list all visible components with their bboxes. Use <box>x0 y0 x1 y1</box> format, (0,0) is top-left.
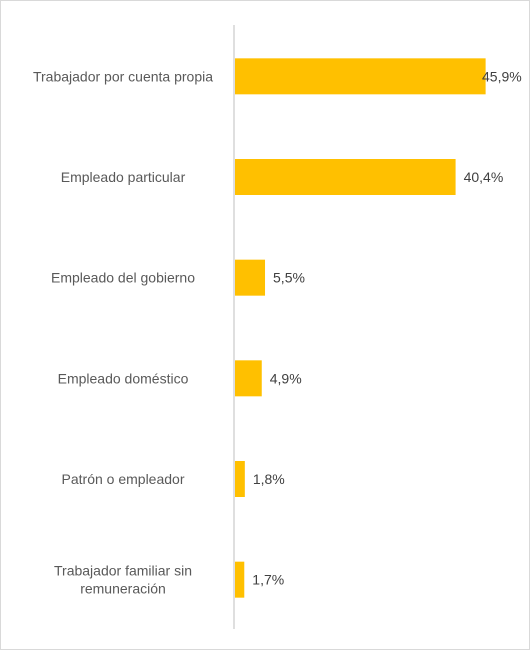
data-label: 5,5% <box>273 270 305 286</box>
category-label-line: Empleado del gobierno <box>51 270 195 286</box>
category-label: Trabajador por cuenta propia <box>33 68 213 84</box>
bar <box>235 259 266 296</box>
category-label: Trabajador familiar sin remuneración <box>54 563 192 597</box>
category-label-line: Trabajador familiar sin <box>54 563 192 579</box>
category-label-line: Patrón o empleador <box>62 471 185 487</box>
bar <box>235 461 245 497</box>
data-label: 40,4% <box>464 169 504 185</box>
category-label-line: remuneración <box>80 581 166 597</box>
category-label: Empleado del gobierno <box>51 270 195 286</box>
data-label: 1,8% <box>253 471 285 487</box>
category-label: Empleado doméstico <box>58 370 189 386</box>
bar <box>235 561 245 598</box>
data-label: 4,9% <box>270 370 302 386</box>
data-label: 45,9% <box>482 68 522 84</box>
bar <box>235 360 262 397</box>
category-label-line: Trabajador por cuenta propia <box>33 68 213 84</box>
category-label-line: Empleado doméstico <box>58 370 189 386</box>
data-label: 1,7% <box>252 572 284 588</box>
bar <box>235 159 456 195</box>
category-label: Empleado particular <box>61 169 186 185</box>
bar <box>235 58 486 95</box>
category-label-line: Empleado particular <box>61 169 186 185</box>
category-label: Patrón o empleador <box>62 471 185 487</box>
